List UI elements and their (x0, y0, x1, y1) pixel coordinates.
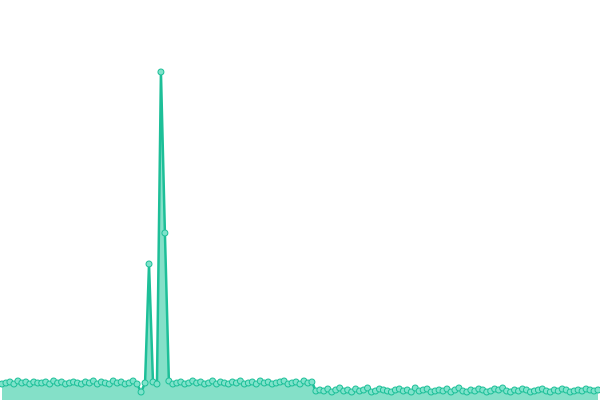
point (308, 378, 316, 386)
point (161, 229, 169, 237)
point (407, 388, 415, 396)
area (2, 72, 598, 400)
point (145, 260, 153, 268)
point (157, 68, 165, 76)
line (1, 70, 599, 394)
point (364, 384, 372, 392)
point (594, 386, 600, 394)
point (133, 380, 141, 388)
point (141, 379, 149, 387)
point (137, 388, 145, 396)
point (153, 380, 161, 388)
